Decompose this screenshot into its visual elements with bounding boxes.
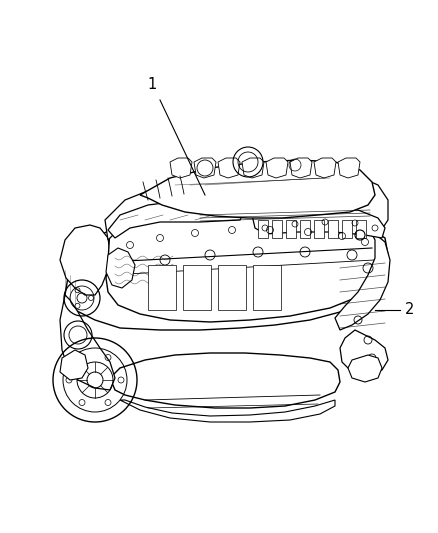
Polygon shape [286, 220, 296, 238]
Polygon shape [60, 350, 88, 380]
Polygon shape [272, 220, 282, 238]
Polygon shape [300, 220, 310, 238]
Polygon shape [266, 158, 288, 178]
Polygon shape [105, 178, 250, 240]
Polygon shape [356, 220, 366, 238]
Polygon shape [342, 220, 352, 238]
Polygon shape [245, 172, 388, 232]
Polygon shape [60, 295, 115, 390]
Polygon shape [60, 225, 110, 295]
Polygon shape [338, 158, 360, 178]
Polygon shape [218, 158, 240, 178]
Polygon shape [183, 265, 211, 310]
Polygon shape [218, 265, 246, 310]
Text: 2: 2 [405, 303, 414, 318]
Polygon shape [194, 158, 216, 178]
Polygon shape [120, 400, 335, 422]
Polygon shape [242, 158, 264, 178]
Polygon shape [148, 265, 176, 310]
Polygon shape [252, 208, 385, 238]
Polygon shape [314, 158, 336, 178]
Polygon shape [65, 218, 388, 330]
Polygon shape [340, 330, 388, 375]
Text: 1: 1 [147, 77, 157, 92]
Polygon shape [253, 265, 281, 310]
Polygon shape [170, 158, 192, 178]
Polygon shape [110, 353, 340, 408]
Polygon shape [106, 248, 135, 288]
Polygon shape [328, 220, 338, 238]
Polygon shape [108, 200, 245, 238]
Polygon shape [290, 158, 312, 178]
Polygon shape [140, 160, 375, 218]
Polygon shape [314, 220, 324, 238]
Polygon shape [258, 220, 268, 238]
Polygon shape [348, 355, 382, 382]
Polygon shape [106, 212, 380, 322]
Polygon shape [335, 230, 390, 330]
